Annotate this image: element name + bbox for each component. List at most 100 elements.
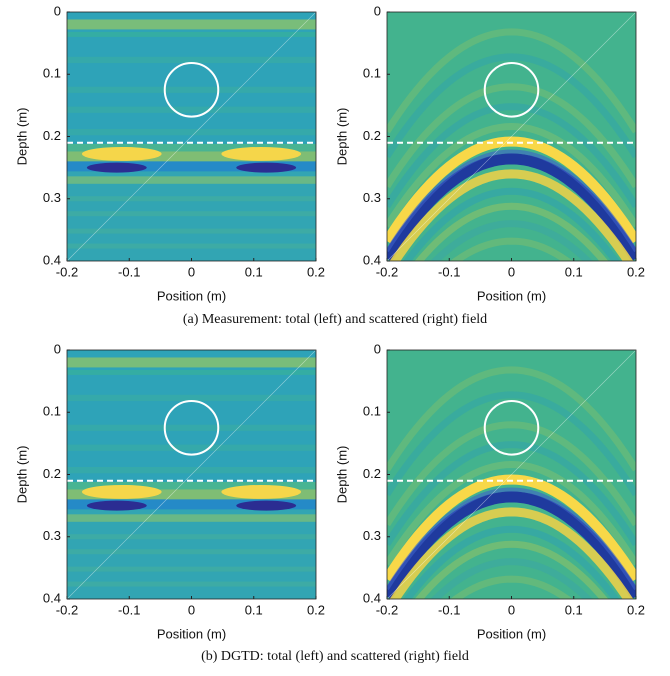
heatmap-arc — [387, 53, 636, 159]
heatmap-band — [67, 129, 316, 136]
heatmap-band — [67, 31, 316, 37]
x-tick-label: -0.2 — [376, 264, 398, 279]
x-tick-label: 0 — [188, 602, 195, 617]
heatmap-band — [67, 444, 316, 451]
heatmap-band — [67, 161, 316, 172]
heatmap-arc — [387, 153, 636, 261]
heatmap-band — [67, 357, 316, 368]
heatmap-arc — [402, 525, 621, 599]
heatmap-band — [67, 196, 316, 202]
heatmap-arc — [387, 391, 636, 497]
caption: (b) DGTD: total (left) and scattered (ri… — [201, 649, 469, 664]
heatmap-blob — [86, 162, 147, 173]
heatmap-band — [67, 369, 316, 375]
heatmap-blob — [81, 146, 162, 161]
heatmap-band — [67, 424, 316, 431]
heatmap-blob — [86, 500, 147, 511]
y-axis-label: Depth (m) — [14, 108, 29, 166]
target-circle — [163, 400, 220, 456]
x-tick-label: 0.1 — [565, 602, 583, 617]
caption: (a) Measurement: total (left) and scatte… — [183, 312, 487, 327]
diagonal-artifact — [387, 350, 636, 599]
y-tick-label: 0.4 — [43, 252, 61, 267]
target-circle — [163, 62, 220, 118]
heatmap-band — [67, 499, 316, 510]
x-tick-label: -0.2 — [56, 264, 78, 279]
x-tick-label: -0.1 — [118, 264, 140, 279]
heatmap-arc — [450, 575, 573, 599]
y-tick-label: 0.1 — [363, 404, 381, 419]
heatmap-arc — [387, 491, 636, 599]
heatmap-arc — [387, 474, 636, 582]
heatmap-arc — [387, 487, 636, 591]
y-tick-label: 0.1 — [43, 404, 61, 419]
heatmap-arc — [387, 136, 636, 244]
y-tick-label: 0.3 — [363, 528, 381, 543]
heatmap-arc — [430, 220, 593, 261]
x-tick-label: -0.2 — [376, 602, 398, 617]
heatmap-arc — [387, 441, 636, 547]
y-tick-label: 0.1 — [363, 66, 381, 81]
heatmap-arc — [387, 83, 636, 189]
y-tick-label: 0 — [374, 341, 381, 356]
heatmap-arc — [387, 366, 636, 472]
y-tick-label: 0.1 — [43, 66, 61, 81]
heatmap-arc — [414, 540, 609, 599]
x-tick-label: 0.2 — [627, 264, 645, 279]
x-tick-label: 0.2 — [627, 602, 645, 617]
y-tick-label: 0.2 — [363, 128, 381, 143]
y-tick-label: 0.4 — [363, 252, 381, 267]
x-tick-label: 0 — [508, 264, 515, 279]
y-tick-label: 0.2 — [363, 466, 381, 481]
heatmap-arc — [387, 461, 636, 567]
heatmap-band — [67, 211, 316, 217]
x-tick-label: 0.1 — [245, 264, 263, 279]
heatmap-blob — [236, 162, 297, 173]
heatmap-arc — [450, 237, 573, 261]
heatmap — [67, 12, 316, 261]
heatmap-band — [67, 19, 316, 30]
heatmap-band — [67, 481, 316, 490]
diagonal-artifact — [67, 350, 316, 599]
x-axis-label: Position (m) — [477, 626, 546, 641]
x-tick-label: 0.1 — [245, 602, 263, 617]
y-tick-label: 0.3 — [43, 190, 61, 205]
y-tick-label: 0 — [54, 341, 61, 356]
heatmap-band — [67, 534, 316, 540]
y-axis-label: Depth (m) — [334, 446, 349, 504]
heatmap-band — [67, 243, 316, 249]
heatmap-arc — [387, 103, 636, 209]
x-tick-label: -0.1 — [118, 602, 140, 617]
x-tick-label: 0 — [188, 264, 195, 279]
y-tick-label: 0.3 — [363, 190, 381, 205]
y-tick-label: 0 — [374, 3, 381, 18]
heatmap-blob — [236, 500, 297, 511]
heatmap-band — [67, 489, 316, 500]
heatmap-arc — [402, 187, 621, 261]
heatmap — [387, 350, 636, 599]
heatmap-arc — [387, 28, 636, 134]
heatmap-band — [67, 143, 316, 152]
heatmap-band — [67, 228, 316, 234]
y-axis-label: Depth (m) — [334, 108, 349, 166]
heatmap-band — [67, 566, 316, 572]
heatmap-arc — [387, 149, 636, 253]
heatmap — [67, 350, 316, 599]
y-tick-label: 0.2 — [43, 466, 61, 481]
heatmap-band — [67, 467, 316, 474]
heatmap-blob — [221, 146, 302, 161]
heatmap-arc — [387, 421, 636, 527]
heatmap-arc — [430, 558, 593, 599]
y-tick-label: 0.4 — [363, 590, 381, 605]
x-axis-label: Position (m) — [157, 626, 226, 641]
y-tick-label: 0 — [54, 3, 61, 18]
x-axis-label: Position (m) — [477, 288, 546, 303]
y-tick-label: 0.3 — [43, 528, 61, 543]
y-tick-label: 0.2 — [43, 128, 61, 143]
target-circle — [483, 400, 540, 456]
diagonal-artifact — [387, 12, 636, 261]
x-tick-label: -0.1 — [438, 602, 460, 617]
x-tick-label: 0.2 — [307, 602, 325, 617]
heatmap-band — [67, 549, 316, 555]
